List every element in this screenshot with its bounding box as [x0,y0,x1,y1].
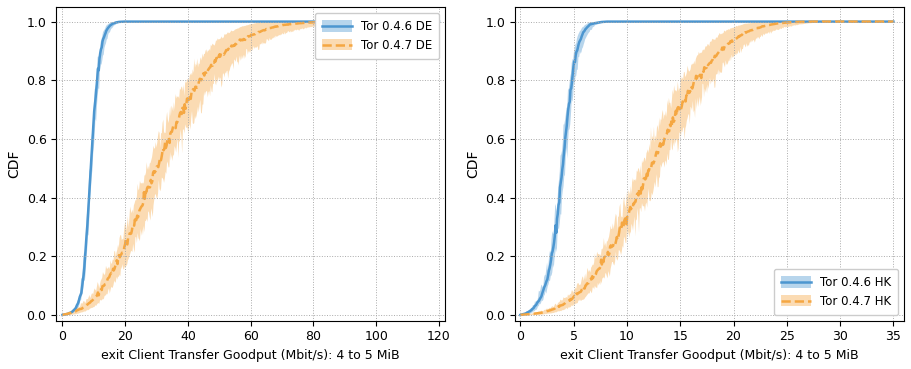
Tor 0.4.7 HK [515,313,526,317]
Line: Tor 0.4.6 HK: Tor 0.4.6 HK [520,22,894,315]
Tor 0.4.6 HK [888,20,899,24]
Tor 0.4.7 DE [281,23,292,27]
Tor 0.4.7 HK [692,75,703,79]
Tor 0.4.6 HK [695,20,706,24]
Legend: Tor 0.4.6 DE, Tor 0.4.7 DE: Tor 0.4.6 DE, Tor 0.4.7 DE [315,13,439,59]
X-axis label: exit Client Transfer Goodput (Mbit/s): 4 to 5 MiB: exit Client Transfer Goodput (Mbit/s): 4… [101,349,400,362]
Tor 0.4.6 HK [693,20,704,24]
Line: Tor 0.4.6 DE: Tor 0.4.6 DE [63,22,439,315]
Tor 0.4.6 HK [515,313,526,317]
Tor 0.4.6 HK [822,20,833,24]
Tor 0.4.7 DE [261,27,271,31]
Tor 0.4.6 HK [738,20,749,24]
Tor 0.4.6 HK [880,20,891,24]
Tor 0.4.6 DE [118,20,128,24]
Tor 0.4.6 HK [718,20,729,24]
Tor 0.4.6 DE [434,20,445,24]
Y-axis label: CDF: CDF [466,149,480,178]
Tor 0.4.7 HK [880,20,891,24]
Tor 0.4.7 HK [822,20,833,24]
Tor 0.4.7 HK [737,32,748,37]
Tor 0.4.6 DE [261,20,272,24]
Line: Tor 0.4.7 DE: Tor 0.4.7 DE [63,22,439,315]
Tor 0.4.6 DE [57,313,68,317]
Tor 0.4.6 DE [366,20,377,24]
Y-axis label: CDF: CDF [7,149,21,178]
Tor 0.4.7 DE [366,20,377,24]
Tor 0.4.7 DE [57,313,68,317]
Tor 0.4.6 DE [425,20,436,24]
Tor 0.4.6 DE [239,20,250,24]
Tor 0.4.7 DE [238,37,249,41]
Tor 0.4.6 HK [601,20,612,24]
X-axis label: exit Client Transfer Goodput (Mbit/s): 4 to 5 MiB: exit Client Transfer Goodput (Mbit/s): 4… [560,349,859,362]
Tor 0.4.7 DE [324,20,335,24]
Tor 0.4.7 DE [425,20,436,24]
Tor 0.4.6 DE [237,20,248,24]
Tor 0.4.7 DE [434,20,445,24]
Tor 0.4.7 DE [236,38,247,42]
Tor 0.4.7 HK [694,73,705,77]
Tor 0.4.7 HK [717,45,728,50]
Line: Tor 0.4.7 HK: Tor 0.4.7 HK [520,22,894,315]
Tor 0.4.7 HK [803,20,814,24]
Legend: Tor 0.4.6 HK, Tor 0.4.7 HK: Tor 0.4.6 HK, Tor 0.4.7 HK [774,269,898,315]
Tor 0.4.7 HK [888,20,899,24]
Tor 0.4.6 DE [281,20,292,24]
